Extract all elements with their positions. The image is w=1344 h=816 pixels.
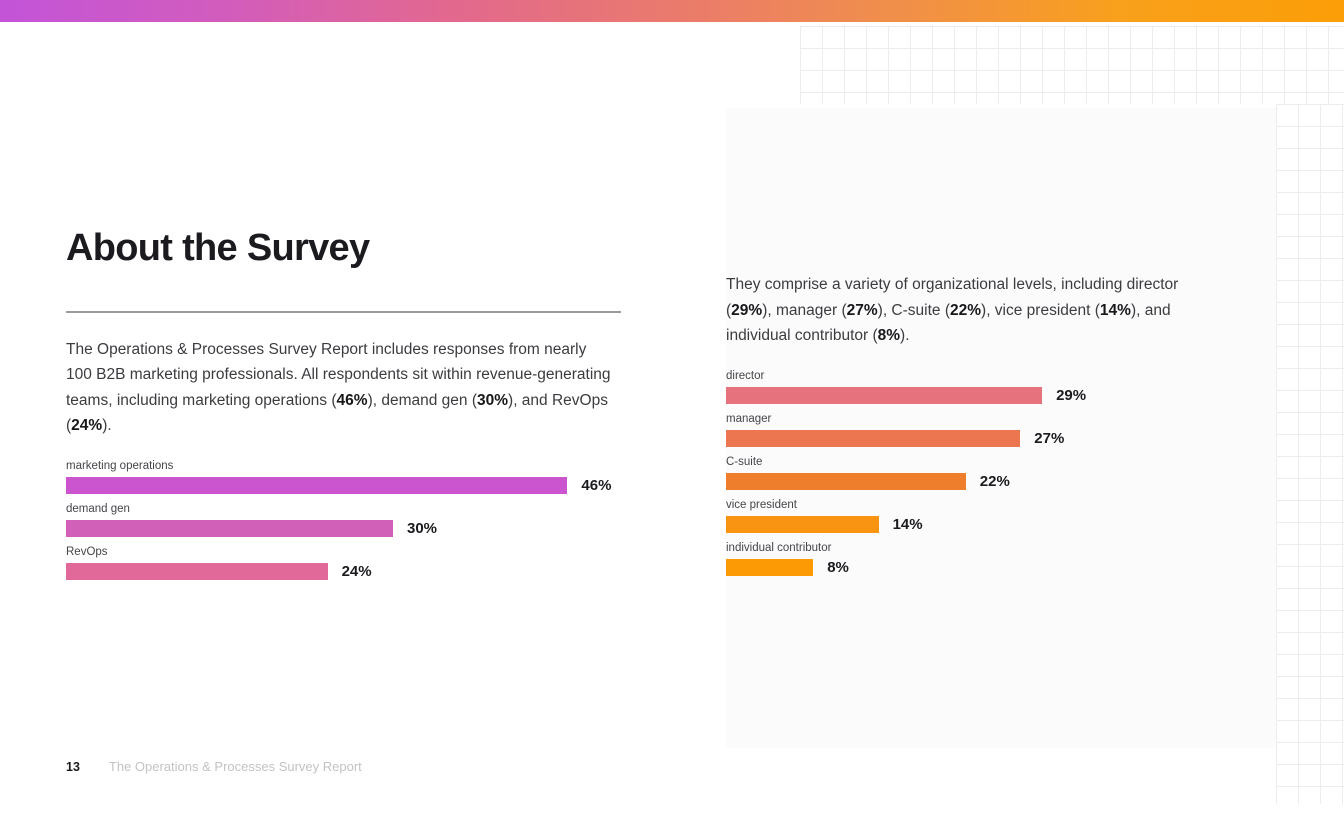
- bar-line: 14%: [726, 515, 1226, 533]
- bar-category-label: RevOps: [66, 545, 108, 558]
- left-paragraph-part-1: The Operations & Processes Survey Report…: [66, 340, 611, 409]
- bar-category-label: C-suite: [726, 455, 763, 468]
- left-intro-paragraph: The Operations & Processes Survey Report…: [66, 337, 614, 439]
- bar-value-label: 46%: [581, 476, 612, 494]
- bar-row: manager 27%: [726, 412, 1226, 447]
- bar-fill: [66, 476, 568, 494]
- bar-value-label: 27%: [1034, 429, 1065, 447]
- right-intro-paragraph: They comprise a variety of organizationa…: [726, 272, 1218, 349]
- bar-fill: [66, 562, 328, 580]
- bar-category-label: individual contributor: [726, 541, 832, 554]
- left-paragraph-part-4: ).: [102, 417, 112, 435]
- bar-fill: [726, 386, 1043, 404]
- footer-report-title: The Operations & Processes Survey Report: [108, 759, 362, 774]
- bar-value-label: 24%: [341, 562, 372, 580]
- left-stat-revops: 24%: [71, 417, 103, 435]
- top-gradient-bar: [0, 0, 1344, 22]
- right-paragraph-part-3: ), C-suite (: [877, 301, 950, 319]
- bar-category-label: vice president: [726, 498, 797, 511]
- bar-line: 30%: [66, 519, 622, 537]
- right-paragraph-part-1: They comprise a variety of organizationa…: [726, 276, 1179, 319]
- bar-line: 8%: [726, 558, 1226, 576]
- footer-page-number: 13: [66, 760, 80, 774]
- bar-fill: [726, 472, 966, 490]
- right-background-panel: [726, 108, 1276, 748]
- right-stat-director: 29%: [731, 301, 763, 319]
- bar-fill: [66, 519, 393, 537]
- right-paragraph-part-5: ), and individual contributor (: [726, 301, 1171, 345]
- right-column: They comprise a variety of organizationa…: [726, 272, 1226, 584]
- bar-value-label: 22%: [979, 472, 1010, 490]
- plus-grid-pattern-right: [1276, 104, 1344, 804]
- plus-grid-pattern-top: [800, 26, 1344, 104]
- title-divider: [66, 310, 621, 313]
- bar-line: 22%: [726, 472, 1226, 490]
- team-function-chart: marketing operations 46% demand gen 30% RevO…: [66, 459, 622, 580]
- right-paragraph-part-2: ), manager (: [762, 301, 847, 319]
- bar-row: vice president 14%: [726, 498, 1226, 533]
- bar-row: director 29%: [726, 369, 1226, 404]
- bar-category-label: demand gen: [66, 502, 130, 515]
- bar-category-label: marketing operations: [66, 459, 174, 472]
- bar-row: marketing operations 46%: [66, 459, 622, 494]
- bar-row: individual contributor 8%: [726, 541, 1226, 576]
- bar-line: 29%: [726, 386, 1226, 404]
- right-stat-manager: 27%: [846, 301, 878, 319]
- bar-fill: [726, 515, 879, 533]
- bar-row: RevOps 24%: [66, 545, 622, 580]
- left-column: About the Survey The Operations & Proces…: [66, 227, 622, 588]
- bar-value-label: 14%: [892, 515, 923, 533]
- right-stat-individual-contributor: 8%: [877, 327, 901, 344]
- bar-category-label: manager: [726, 412, 772, 425]
- bar-value-label: 29%: [1056, 386, 1087, 404]
- right-stat-c-suite: 22%: [950, 301, 982, 319]
- right-paragraph-part-4: ), vice president (: [981, 301, 1100, 319]
- organizational-level-chart: director 29% manager 27% C-suite 22% vice pres…: [726, 369, 1226, 576]
- left-stat-demand-gen: 30%: [477, 391, 509, 409]
- left-paragraph-part-3: ), and RevOps (: [66, 391, 608, 435]
- right-paragraph-part-6: ).: [900, 327, 910, 344]
- bar-category-label: director: [726, 369, 765, 382]
- bar-line: 27%: [726, 429, 1226, 447]
- footer: 13 The Operations & Processes Survey Rep…: [66, 759, 362, 774]
- bar-value-label: 30%: [407, 519, 438, 537]
- bar-line: 46%: [66, 476, 622, 494]
- page-title: About the Survey: [66, 227, 370, 269]
- left-stat-marketing-operations: 46%: [336, 391, 368, 409]
- bar-line: 24%: [66, 562, 622, 580]
- bar-value-label: 8%: [827, 558, 849, 576]
- right-stat-vice-president: 14%: [1099, 301, 1131, 319]
- bar-fill: [726, 429, 1021, 447]
- left-paragraph-part-2: ), demand gen (: [367, 391, 477, 409]
- bar-row: C-suite 22%: [726, 455, 1226, 490]
- bar-row: demand gen 30%: [66, 502, 622, 537]
- bar-fill: [726, 558, 814, 576]
